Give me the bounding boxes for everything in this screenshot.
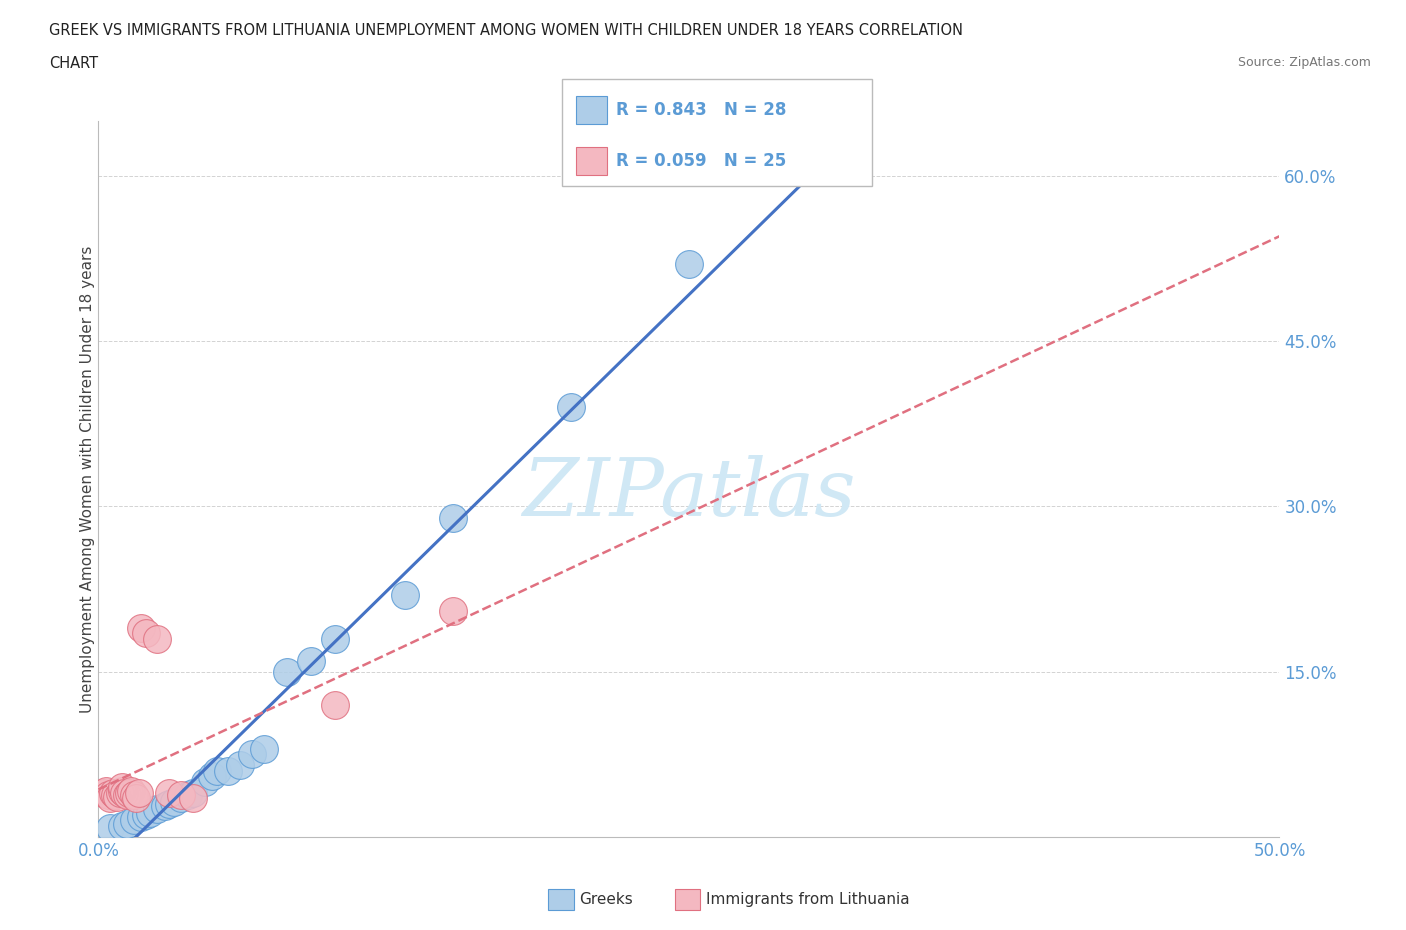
Point: [98, 791, 121, 806]
Point: [112, 786, 135, 801]
Point: [205, 764, 228, 778]
Point: [181, 791, 204, 806]
Point: [129, 810, 152, 825]
Point: [108, 786, 131, 801]
Point: [121, 783, 143, 798]
Point: [101, 786, 124, 801]
Point: [560, 400, 582, 415]
Text: Source: ZipAtlas.com: Source: ZipAtlas.com: [1237, 56, 1371, 69]
Point: [118, 786, 141, 801]
Point: [299, 653, 322, 668]
Text: Greeks: Greeks: [579, 892, 633, 907]
Point: [170, 788, 193, 803]
Point: [441, 604, 464, 618]
Point: [97, 788, 120, 803]
Point: [240, 747, 263, 762]
Point: [146, 802, 169, 817]
Y-axis label: Unemployment Among Women with Children Under 18 years: Unemployment Among Women with Children U…: [80, 246, 94, 712]
Point: [111, 818, 134, 833]
Point: [678, 257, 700, 272]
Text: ZIPatlas: ZIPatlas: [522, 455, 856, 532]
Point: [125, 791, 148, 806]
Point: [194, 775, 217, 790]
Point: [177, 788, 200, 803]
Point: [163, 794, 186, 809]
Point: [229, 758, 252, 773]
Text: GREEK VS IMMIGRANTS FROM LITHUANIA UNEMPLOYMENT AMONG WOMEN WITH CHILDREN UNDER : GREEK VS IMMIGRANTS FROM LITHUANIA UNEMP…: [49, 23, 963, 38]
Point: [105, 790, 128, 804]
Point: [201, 769, 224, 784]
Point: [394, 587, 416, 602]
Point: [323, 698, 346, 712]
Point: [253, 741, 276, 756]
Point: [104, 788, 127, 803]
Point: [128, 786, 150, 801]
Point: [139, 805, 162, 820]
Point: [94, 783, 117, 798]
Point: [122, 788, 145, 803]
Point: [111, 783, 134, 798]
Point: [111, 780, 134, 795]
Point: [153, 799, 176, 814]
Point: [91, 786, 114, 801]
Text: Immigrants from Lithuania: Immigrants from Lithuania: [706, 892, 910, 907]
Point: [129, 620, 152, 635]
Point: [115, 788, 138, 803]
Point: [115, 817, 138, 831]
Point: [276, 664, 298, 679]
Point: [157, 786, 180, 801]
Point: [217, 764, 239, 778]
Point: [135, 807, 157, 822]
Text: CHART: CHART: [49, 56, 98, 71]
Point: [323, 631, 346, 646]
Point: [181, 786, 204, 801]
Text: R = 0.059   N = 25: R = 0.059 N = 25: [616, 152, 786, 170]
Point: [98, 821, 121, 836]
Text: R = 0.843   N = 28: R = 0.843 N = 28: [616, 100, 786, 119]
Point: [122, 813, 145, 828]
Point: [170, 791, 193, 806]
Point: [146, 631, 169, 646]
Point: [441, 510, 464, 525]
Point: [135, 626, 157, 641]
Point: [157, 796, 180, 811]
